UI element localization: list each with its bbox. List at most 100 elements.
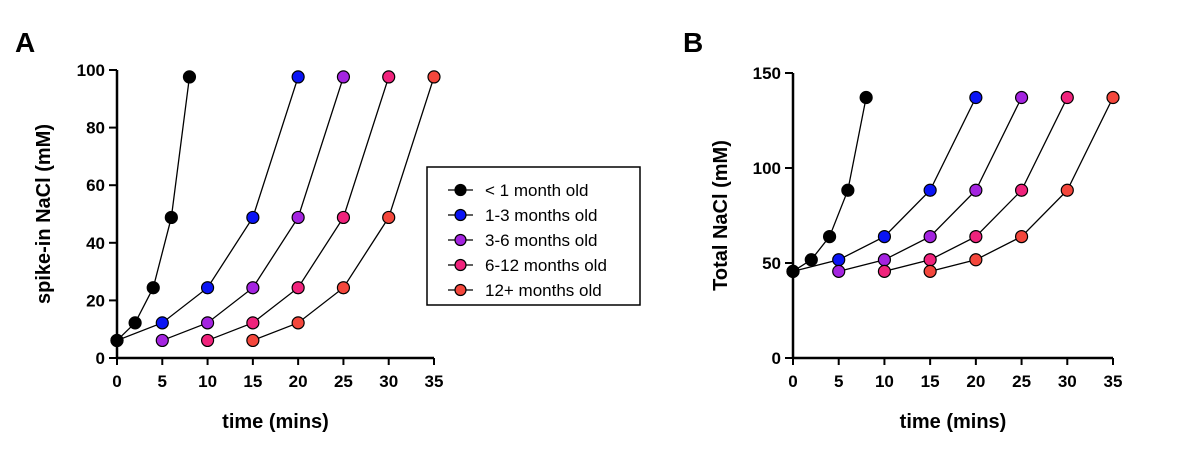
data-point: [822, 229, 837, 244]
data-point: [291, 210, 305, 225]
legend-item: 3-6 months old: [448, 231, 597, 250]
series-6-12-months-old: [200, 70, 396, 348]
panel-label: A: [15, 27, 35, 58]
x-tick-label: 20: [966, 372, 985, 391]
legend: < 1 month old 1-3 months old 3-6 months ol…: [426, 166, 641, 306]
series-line: [207, 76, 390, 342]
legend-item: 12+ months old: [448, 281, 602, 300]
data-point: [786, 264, 800, 278]
data-point: [200, 316, 215, 330]
legend-marker: [454, 183, 467, 197]
y-tick-label: 150: [753, 64, 781, 83]
x-axis-label: time (mins): [222, 411, 329, 433]
series-3-6-months-old: [155, 70, 351, 348]
series-line: [792, 97, 867, 272]
legend-label: < 1 month old: [485, 181, 589, 200]
series-1-3-months-old: [786, 90, 983, 278]
data-point: [291, 70, 305, 84]
x-tick-label: 0: [788, 372, 797, 391]
legend-marker: [454, 258, 467, 272]
data-point: [291, 281, 305, 295]
data-point: [969, 183, 983, 197]
y-tick-label: 50: [762, 254, 781, 273]
x-tick-label: 30: [379, 372, 398, 391]
data-point: [1014, 229, 1029, 244]
legend-item: < 1 month old: [448, 181, 589, 200]
data-point: [1014, 90, 1029, 105]
x-tick-label: 10: [875, 372, 894, 391]
series-line: [162, 76, 345, 342]
data-point: [246, 333, 260, 348]
y-axis-label: spike-in NaCl (mM): [33, 124, 55, 304]
x-tick-label: 25: [1012, 372, 1031, 391]
data-point: [128, 316, 142, 330]
data-point: [146, 281, 160, 295]
data-point: [969, 229, 983, 244]
data-point: [336, 281, 351, 295]
data-point: [246, 281, 260, 295]
data-point: [859, 90, 873, 105]
data-point: [877, 264, 892, 278]
data-point: [110, 333, 124, 348]
x-tick-label: 35: [425, 372, 444, 391]
legend-label: 3-6 months old: [485, 231, 597, 250]
data-point: [382, 210, 396, 225]
legend-label: 6-12 months old: [485, 256, 607, 275]
series-line: [116, 76, 299, 342]
panel-a-chart: A 0 5 10 15 20 25 30 35 0 20 40 60 80 100 time (mins) sp…: [15, 27, 443, 433]
x-axis-label: time (mins): [900, 411, 1007, 433]
data-point: [841, 183, 855, 197]
legend-label: 12+ months old: [485, 281, 602, 300]
data-point: [200, 281, 215, 295]
data-point: [200, 333, 215, 348]
y-tick-label: 100: [77, 61, 105, 80]
data-point: [832, 264, 846, 278]
x-tick-label: 10: [198, 372, 217, 391]
y-tick-label: 100: [753, 159, 781, 178]
y-axis-label: Total NaCl (mM): [710, 140, 732, 291]
y-tick-label: 0: [96, 349, 105, 368]
legend-item: 6-12 months old: [448, 256, 607, 275]
series-12-months-old: [923, 90, 1120, 278]
panel-b-chart: B 0 5 10 15 20 25 30 35 0 50 100 150 time (mins) Total…: [683, 27, 1122, 433]
data-point: [246, 316, 260, 330]
data-point: [1060, 90, 1074, 105]
series--1-month-old: [786, 90, 873, 278]
data-point: [923, 264, 937, 278]
data-point: [246, 210, 260, 225]
series-line: [252, 76, 435, 342]
x-tick-label: 35: [1104, 372, 1123, 391]
series-3-6-months-old: [832, 90, 1029, 278]
y-tick-label: 20: [86, 291, 105, 310]
x-tick-label: 15: [921, 372, 940, 391]
data-point: [832, 253, 846, 267]
legend-label: 1-3 months old: [485, 206, 597, 225]
x-tick-label: 20: [289, 372, 308, 391]
data-point: [336, 210, 351, 225]
data-point: [182, 70, 197, 84]
legend-item: 1-3 months old: [448, 206, 597, 225]
x-tick-label: 25: [334, 372, 353, 391]
data-point: [427, 70, 441, 84]
data-point: [155, 333, 169, 348]
data-point: [923, 229, 937, 244]
data-point: [1106, 90, 1120, 105]
series--1-month-old: [110, 70, 197, 348]
series-line: [116, 76, 191, 341]
series-6-12-months-old: [877, 90, 1074, 278]
data-point: [155, 316, 169, 330]
data-point: [1014, 183, 1029, 197]
data-point: [382, 70, 396, 84]
x-tick-label: 0: [112, 372, 121, 391]
x-tick-label: 15: [243, 372, 262, 391]
data-point: [923, 183, 937, 197]
x-tick-label: 5: [158, 372, 167, 391]
y-tick-label: 80: [86, 119, 105, 138]
y-tick-label: 60: [86, 176, 105, 195]
x-tick-label: 5: [834, 372, 843, 391]
data-point: [877, 229, 892, 244]
legend-marker: [454, 233, 467, 247]
panel-label: B: [683, 27, 703, 58]
data-point: [164, 210, 178, 225]
